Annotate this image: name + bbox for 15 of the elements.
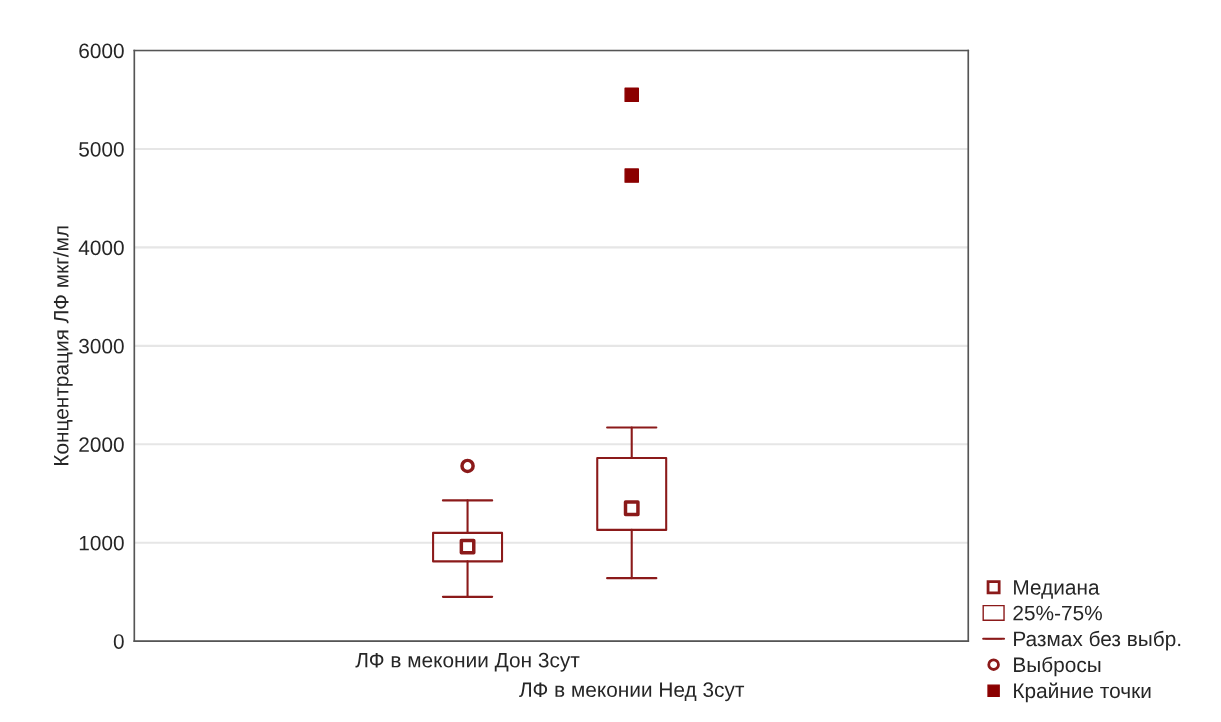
legend-label: Крайние точки (1014, 682, 1151, 703)
x-tick-label: ЛФ в меконии Нед 3сут (519, 682, 745, 702)
x-tick-label: ЛФ в меконии Дон 3сут (355, 652, 580, 672)
y-tick-label: 1000 (79, 535, 124, 551)
y-tick-label: 2000 (79, 437, 124, 453)
text: Выбросы (1014, 656, 1101, 677)
y-tick-label: 0 (113, 634, 124, 649)
y-tick-label: 3000 (79, 338, 124, 354)
text: Размах без выбр. (1014, 630, 1181, 651)
y-tick-label: 4000 (78, 240, 124, 256)
y-axis-title: Концентрация ЛФ мкг/мл (53, 226, 73, 465)
y-tick-label: 5000 (79, 141, 124, 157)
text: Медиана (1014, 580, 1100, 599)
y-tick-label: 6000 (79, 43, 124, 59)
legend-label: 25%-75% (1013, 605, 1102, 621)
